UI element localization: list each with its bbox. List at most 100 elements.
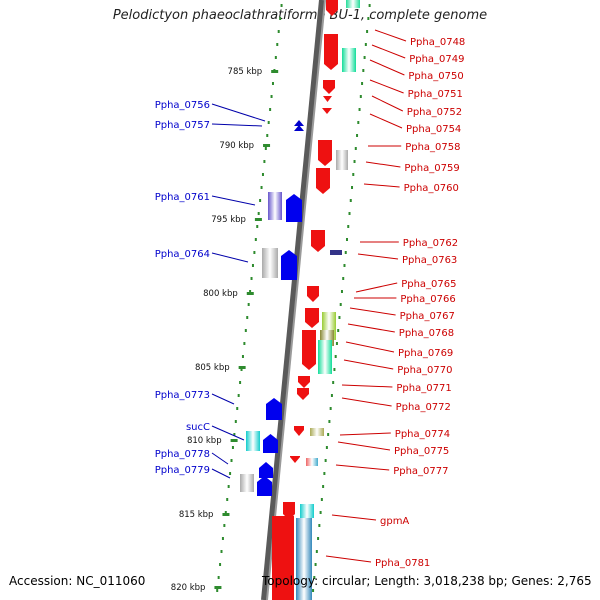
scale-tick [230, 439, 238, 442]
gene-feature [263, 434, 278, 453]
gene-label-left: Ppha_0761 [155, 192, 210, 203]
gene-label-left: Ppha_0757 [155, 120, 210, 131]
leader-line [211, 425, 245, 441]
leader-line [339, 432, 391, 436]
gene-feature [246, 431, 260, 451]
gene-feature [346, 0, 360, 8]
gene-label-left: Ppha_0779 [155, 465, 210, 476]
gene-label-right: Ppha_0751 [408, 89, 463, 100]
gene-feature [300, 504, 314, 518]
gene-label-left: Ppha_0756 [155, 100, 210, 111]
gene-label-right: Ppha_0769 [398, 348, 453, 359]
scale-label: 805 kbp [195, 363, 230, 373]
gene-feature [281, 250, 297, 280]
gene-label-right: Ppha_0766 [400, 294, 455, 305]
leader-line [371, 44, 406, 59]
gene-feature [323, 80, 335, 94]
leader-line [325, 555, 372, 563]
leader-line [349, 307, 396, 316]
labels-layer: 785 kbp 790 kbp 795 kbp 800 kbp 805 kbp 810 k… [155, 29, 465, 593]
gene-label-right: gpmA [380, 516, 409, 527]
left-outer-track [216, 4, 283, 592]
gene-label-right: Ppha_0777 [393, 466, 448, 477]
gene-label-right: Ppha_0767 [400, 311, 455, 322]
gene-label-right: Ppha_0750 [408, 71, 463, 82]
gene-feature [262, 248, 278, 278]
gene-feature [298, 376, 310, 388]
gene-feature [294, 125, 304, 131]
scale-tick [254, 218, 262, 221]
gene-feature [266, 398, 282, 420]
gene-feature [322, 108, 332, 114]
gene-feature [316, 168, 330, 194]
leader-line [211, 452, 229, 465]
gene-feature [323, 96, 332, 102]
gene-feature [318, 140, 332, 166]
leader-line [211, 393, 235, 405]
gene-label-right: Ppha_0770 [397, 365, 452, 376]
leader-line [374, 29, 407, 42]
gene-label-right: Ppha_0759 [404, 163, 459, 174]
leader-line [357, 253, 399, 260]
gene-feature [336, 150, 348, 170]
gene-label-right: Ppha_0765 [401, 279, 456, 290]
leader-line [355, 282, 398, 293]
scale-label: 810 kbp [187, 436, 222, 446]
gene-label-right: Ppha_0758 [405, 142, 460, 153]
gene-feature [311, 230, 325, 252]
leader-line [341, 384, 393, 388]
scale-tick [246, 292, 254, 295]
genome-backbone [261, 0, 326, 600]
scale-tick [271, 70, 279, 73]
right-outer-track [312, 4, 371, 592]
dots-layer [214, 4, 371, 592]
gene-label-left: Ppha_0778 [155, 449, 210, 460]
leader-line [369, 79, 404, 94]
gene-feature [324, 34, 338, 70]
gene-feature [297, 388, 309, 400]
gene-feature [294, 120, 304, 126]
leader-line [343, 359, 394, 370]
gene-label-left: Ppha_0773 [155, 390, 210, 401]
scale-tick [214, 586, 222, 589]
gene-feature [286, 194, 302, 222]
gene-label-right: Ppha_0762 [403, 238, 458, 249]
leader-line [369, 113, 403, 129]
gene-label-left: sucC [186, 422, 210, 433]
gene-feature [342, 48, 356, 72]
leader-line [331, 514, 377, 521]
leader-line [369, 59, 405, 76]
gene-label-right: Ppha_0754 [406, 124, 461, 135]
gene-feature [302, 330, 316, 370]
gene-label-right: Ppha_0781 [375, 558, 430, 569]
leader-line [211, 468, 231, 479]
accession-label: Accession: NC_011060 [9, 574, 146, 588]
leader-line [371, 95, 404, 112]
gene-label-right: Ppha_0752 [407, 107, 462, 118]
gene-label-right: Ppha_0775 [394, 446, 449, 457]
gene-feature [257, 476, 272, 496]
gene-feature [290, 456, 300, 463]
leader-line [335, 464, 390, 471]
leader-line [363, 183, 400, 188]
scale-label: 800 kbp [203, 289, 238, 299]
gene-label-left: Ppha_0764 [155, 249, 210, 260]
leader-line [347, 323, 395, 333]
leader-line [365, 161, 401, 168]
leader-line [341, 397, 392, 407]
features-layer [240, 0, 360, 600]
gene-feature [330, 250, 342, 255]
leader-line [211, 103, 266, 122]
topology-label: Topology: circular; Length: 3,018,238 bp… [262, 574, 592, 588]
gene-feature [272, 516, 294, 600]
gene-label-right: Ppha_0760 [404, 183, 459, 194]
gene-label-right: Ppha_0774 [395, 429, 450, 440]
scale-label: 795 kbp [211, 215, 246, 225]
gene-label-right: Ppha_0748 [410, 37, 465, 48]
map-title: Pelodictyon phaeoclathratiforme BU-1, co… [112, 8, 488, 23]
gene-feature [283, 502, 295, 520]
scale-label: 785 kbp [228, 67, 263, 77]
scale-label: 815 kbp [179, 510, 214, 520]
gene-feature [307, 286, 319, 302]
